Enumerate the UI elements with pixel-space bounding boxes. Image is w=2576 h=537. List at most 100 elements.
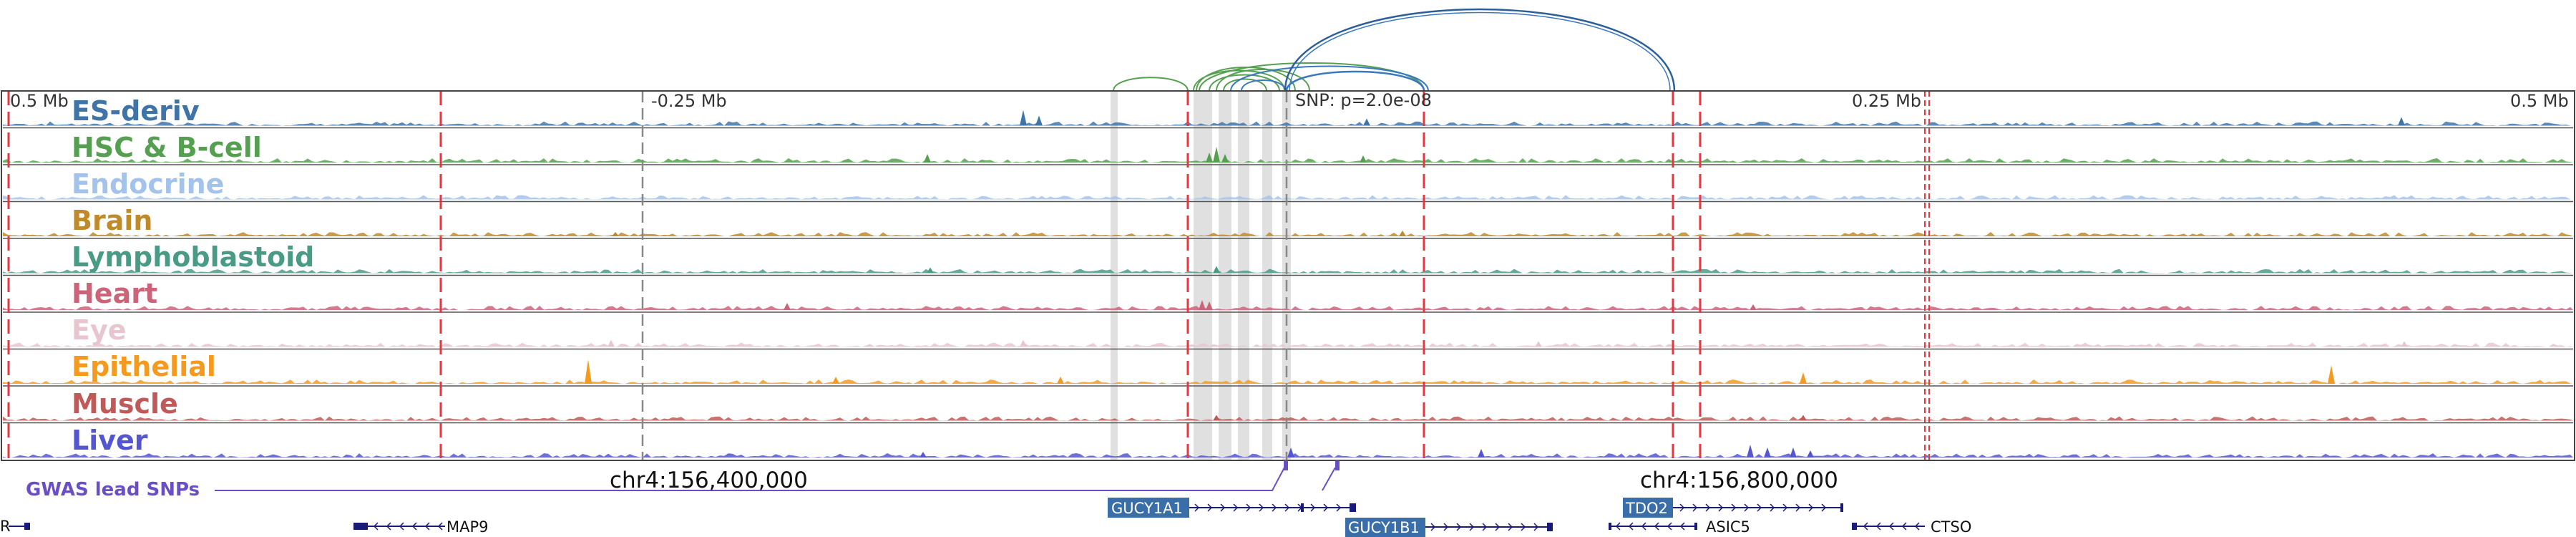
signal-peak [2328, 365, 2335, 384]
contact-arc [1209, 74, 1280, 92]
track-label-muscle: Muscle [72, 388, 178, 420]
track-labels: ES-deriv HSC & B-cell Endocrine Brain Ly… [72, 95, 314, 456]
contact-arc [1199, 62, 1425, 92]
signal-peak [1221, 154, 1229, 163]
contact-arc [1223, 78, 1267, 92]
gene-tdo2[interactable]: TDO2 [1623, 498, 1843, 518]
coordinate-label-right: chr4:156,800,000 [1640, 468, 1838, 493]
signal-peak [1213, 266, 1220, 274]
contact-arc [1216, 69, 1310, 92]
gene-label-partial: R [0, 518, 11, 535]
track-label-brain: Brain [72, 205, 152, 236]
contact-arc [1193, 69, 1285, 92]
contact-arcs [1113, 8, 1676, 92]
signal-peak [1213, 415, 1220, 421]
signal-peak [1478, 449, 1485, 458]
track-label-epithelial: Epithelial [72, 351, 216, 382]
ruler-neg-label: -0.25 Mb [651, 91, 727, 111]
contact-arc [1285, 70, 1425, 92]
signal-peak [1747, 445, 1754, 458]
signal-profile [3, 379, 2573, 384]
signal-profile [3, 306, 2573, 310]
contact-arc [1241, 79, 1286, 92]
gene-label-asic5: ASIC5 [1706, 518, 1750, 536]
signal-peak [1020, 110, 1027, 126]
gene-label-map9: MAP9 [447, 518, 489, 536]
signal-peak [2401, 341, 2408, 347]
signal-peak [1535, 341, 1542, 347]
gene-label-tdo2: TDO2 [1625, 500, 1668, 517]
gene-exon [24, 523, 30, 530]
signal-peak [1213, 147, 1220, 163]
signal-peak [1764, 448, 1771, 458]
signal-peak [608, 339, 615, 347]
ruler-left-label: 0.5 Mb [10, 91, 69, 111]
gwas-snp-marker [1284, 460, 1288, 470]
track-label-lymphoblastoid: Lymphoblastoid [72, 241, 314, 273]
track-separators [3, 127, 2573, 424]
track-label-eye: Eye [72, 314, 127, 346]
gene-track: R MAP9 GUCY1A1 GUCY1B1 [0, 498, 1971, 537]
gwas-snp-marker [1335, 460, 1340, 470]
track-label-es-deriv: ES-deriv [72, 95, 200, 127]
signal-peak [1020, 339, 1027, 347]
track-label-heart: Heart [72, 278, 157, 309]
track-label-liver: Liver [72, 425, 148, 456]
signal-peak [1199, 300, 1206, 310]
signal-peak [1057, 377, 1064, 384]
signal-peak [924, 154, 931, 163]
track-label-endocrine: Endocrine [72, 168, 224, 200]
signal-profile [3, 453, 2573, 458]
ruler-pos-label: 0.25 Mb [1852, 91, 1921, 111]
signal-peak [1800, 415, 1807, 421]
signal-peak [2398, 117, 2405, 126]
gwas-connector-line-2 [1322, 467, 1336, 491]
gene-asic5[interactable]: ASIC5 [1609, 518, 1750, 536]
signal-peak [1399, 231, 1406, 236]
signal-profile [3, 416, 2573, 421]
signal-peak [1287, 448, 1294, 458]
contact-arc [1113, 77, 1189, 92]
signal-peak [1206, 153, 1213, 163]
signal-peak [1206, 301, 1213, 310]
gwas-connector-line [215, 467, 1285, 491]
signal-peak [1807, 450, 1814, 458]
signal-peak [612, 232, 619, 236]
gene-label-gucy1b1: GUCY1B1 [1348, 519, 1420, 536]
signal-peak [1363, 118, 1370, 126]
gene-gucy1b1[interactable]: GUCY1B1 [1345, 518, 1553, 537]
signal-profile [3, 342, 2573, 347]
signal-peak [585, 359, 592, 384]
snp-pvalue-label: SNP: p=2.0e-08 [1295, 90, 1432, 110]
coordinate-label-left: chr4:156,400,000 [610, 468, 808, 493]
signal-peak [1750, 304, 1757, 310]
signal-profile [3, 232, 2573, 236]
signal-peak [919, 452, 927, 458]
signal-peak [1360, 155, 1367, 163]
signal-peak [784, 303, 791, 310]
signal-profile [3, 268, 2573, 274]
signal-peak [832, 377, 839, 384]
gene-ctso[interactable]: CTSO [1852, 518, 1971, 536]
signal-peak [1800, 372, 1807, 384]
boundary-lines [7, 91, 1930, 460]
signal-peak [927, 267, 934, 274]
ruler-right-label: 0.5 Mb [2510, 91, 2569, 111]
gene-label-gucy1a1: GUCY1A1 [1111, 500, 1183, 517]
contact-arc [1230, 65, 1429, 92]
signal-profile [3, 195, 2573, 200]
signal-profile [3, 158, 2573, 163]
signal-peak [1035, 115, 1043, 126]
gene-label-ctso: CTSO [1931, 518, 1971, 536]
signal-peak [1790, 448, 1797, 458]
track-label-hsc-bcell: HSC & B-cell [72, 132, 262, 163]
gene-gucy1a1[interactable]: GUCY1A1 [1108, 498, 1356, 518]
gene-map9[interactable]: MAP9 [353, 518, 489, 536]
contact-arc [1289, 11, 1671, 92]
signal-profile [3, 121, 2573, 126]
gwas-row: GWAS lead SNPs [26, 460, 1340, 500]
gwas-lead-snps-label: GWAS lead SNPs [26, 479, 200, 500]
signal-tracks [3, 110, 2573, 458]
contact-arc [1284, 8, 1676, 92]
